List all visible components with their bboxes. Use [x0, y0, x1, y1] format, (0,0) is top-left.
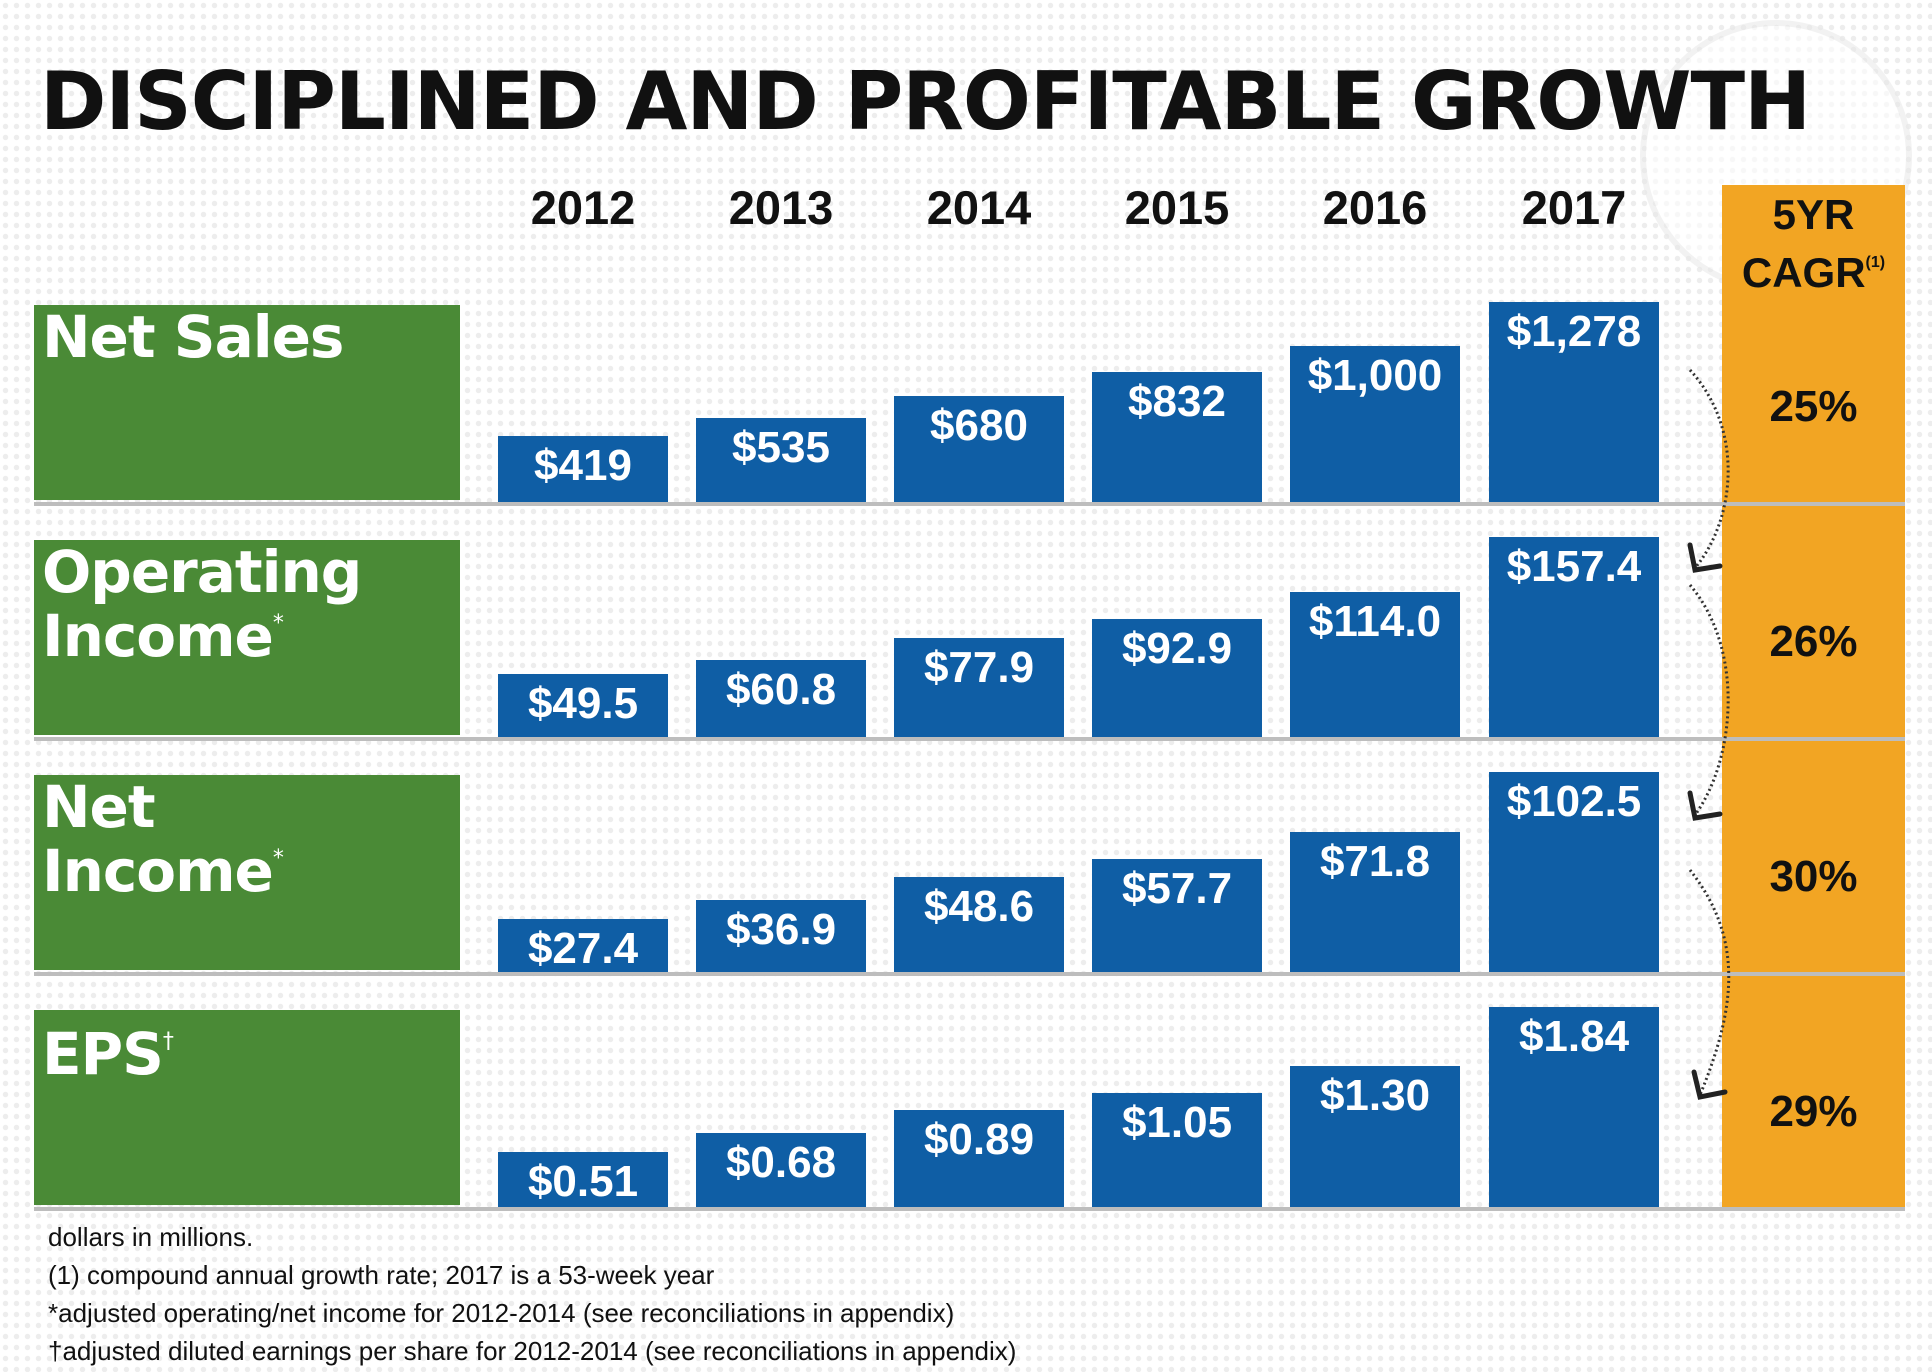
footnote-1: dollars in millions.	[48, 1222, 254, 1252]
arrow-head-3	[1691, 1069, 1728, 1100]
bar-eps-2013	[696, 1133, 866, 1207]
row-divider-operating-income	[34, 737, 1905, 741]
bar-operating-income-2012	[498, 674, 668, 737]
arrow-head-2	[1687, 790, 1723, 821]
arrow-head-1	[1687, 542, 1723, 573]
label-eps: EPS†	[42, 1016, 174, 1083]
bar-eps-2015	[1092, 1093, 1262, 1207]
year-header-2012: 2012	[530, 181, 636, 234]
bar-eps-2014	[894, 1110, 1064, 1207]
label-line: Operating	[42, 538, 362, 606]
label-line: Net	[42, 773, 156, 841]
bar-label-net-sales-2015: $832	[1128, 377, 1226, 426]
row-divider-net-income	[34, 972, 1905, 976]
bar-label-eps-2017: $1.84	[1518, 1012, 1630, 1061]
cagr-header-note: (1)	[1865, 254, 1886, 271]
bar-net-income-2013	[696, 900, 866, 972]
bar-label-net-sales-2016: $1,000	[1307, 351, 1443, 400]
bar-net-sales-2012	[498, 436, 668, 502]
bar-operating-income-2015	[1092, 619, 1262, 737]
bar-label-eps-2013: $0.68	[725, 1138, 837, 1187]
year-header-2017: 2017	[1521, 181, 1627, 234]
bar-eps-2012	[498, 1152, 668, 1207]
bar-net-sales-2016	[1290, 346, 1460, 502]
label-net-income: Net Income*	[42, 778, 284, 900]
row-divider-net-sales	[34, 502, 1905, 506]
bar-net-sales-2013	[696, 418, 866, 502]
bar-label-net-income-2015: $57.7	[1121, 864, 1233, 913]
bar-operating-income-2016	[1290, 592, 1460, 737]
cagr-value-net-sales: 25%	[1769, 382, 1858, 431]
year-header-2013: 2013	[728, 181, 834, 234]
cagr-header-line2: CAGR	[1741, 249, 1866, 296]
bar-label-operating-income-2013: $60.8	[725, 665, 837, 714]
year-header-2016: 2016	[1322, 181, 1428, 234]
label-box-operating-income: Operating Income*	[34, 540, 460, 735]
bar-label-net-income-2017: $102.5	[1506, 777, 1642, 826]
footnote-4: †adjusted diluted earnings per share for…	[48, 1336, 1017, 1366]
bar-label-eps-2015: $1.05	[1121, 1098, 1233, 1147]
bar-label-net-income-2016: $71.8	[1319, 837, 1431, 886]
arrow-curve-3	[1688, 869, 1731, 1096]
label-line: EPS	[42, 1020, 164, 1088]
year-header-2014: 2014	[926, 181, 1032, 234]
bar-label-eps-2014: $0.89	[923, 1115, 1035, 1164]
bar-label-operating-income-2016: $114.0	[1308, 597, 1442, 646]
cagr-column: 5YR CAGR(1) 25% 26% 30% 29%	[1722, 185, 1905, 1207]
bar-label-net-sales-2012: $419	[534, 441, 632, 490]
cagr-header: 5YR CAGR(1)	[1722, 191, 1905, 297]
label-box-net-income: Net Income*	[34, 775, 460, 970]
bar-net-income-2016	[1290, 832, 1460, 972]
arrow-curve-1	[1688, 368, 1730, 569]
label-box-net-sales: Net Sales	[34, 305, 460, 500]
bar-eps-2016	[1290, 1066, 1460, 1207]
bar-label-net-sales-2013: $535	[732, 423, 830, 472]
cagr-value-operating-income: 26%	[1769, 617, 1858, 666]
cagr-value-net-income: 30%	[1769, 852, 1858, 901]
row-divider-eps	[34, 1207, 1905, 1211]
bar-net-sales-2014	[894, 396, 1064, 502]
bar-operating-income-2017	[1489, 537, 1659, 737]
bar-label-operating-income-2014: $77.9	[923, 643, 1035, 692]
bar-label-operating-income-2015: $92.9	[1121, 624, 1233, 673]
cagr-value-eps: 29%	[1769, 1087, 1858, 1136]
bar-net-sales-2017	[1489, 302, 1659, 502]
footnote-2: (1) compound annual growth rate; 2017 is…	[48, 1260, 715, 1290]
label-line: Income	[42, 837, 274, 905]
page-title: Disciplined and Profitable Growth	[40, 55, 1811, 148]
label-line: Net Sales	[42, 303, 344, 371]
bar-label-operating-income-2012: $49.5	[527, 679, 639, 728]
bar-label-operating-income-2017: $157.4	[1506, 542, 1642, 591]
bar-eps-2017	[1489, 1007, 1659, 1207]
arrow-curve-2	[1688, 584, 1730, 816]
label-operating-income: Operating Income*	[42, 543, 362, 665]
cagr-header-line1: 5YR	[1772, 191, 1855, 238]
bar-label-eps-2016: $1.30	[1319, 1071, 1431, 1120]
label-footnote-mark: †	[162, 1029, 174, 1054]
bar-net-income-2015	[1092, 859, 1262, 972]
bar-net-sales-2015	[1092, 372, 1262, 502]
year-header-2015: 2015	[1124, 181, 1230, 234]
bar-operating-income-2013	[696, 660, 866, 737]
bar-label-net-income-2012: $27.4	[527, 924, 639, 973]
label-footnote-mark: *	[272, 611, 284, 636]
label-line: Income	[42, 602, 274, 670]
label-net-sales: Net Sales	[42, 308, 344, 366]
label-box-eps: EPS†	[34, 1010, 460, 1205]
bar-net-income-2017	[1489, 772, 1659, 972]
bar-label-eps-2012: $0.51	[527, 1157, 639, 1206]
bar-label-net-sales-2017: $1,278	[1506, 307, 1642, 356]
bar-label-net-income-2014: $48.6	[923, 882, 1035, 931]
bar-operating-income-2014	[894, 638, 1064, 737]
footnote-3: *adjusted operating/net income for 2012-…	[48, 1298, 955, 1328]
bar-net-income-2012	[498, 919, 668, 972]
bar-net-income-2014	[894, 877, 1064, 972]
label-footnote-mark: *	[272, 846, 284, 871]
bar-label-net-sales-2014: $680	[930, 401, 1028, 450]
bar-label-net-income-2013: $36.9	[725, 905, 837, 954]
